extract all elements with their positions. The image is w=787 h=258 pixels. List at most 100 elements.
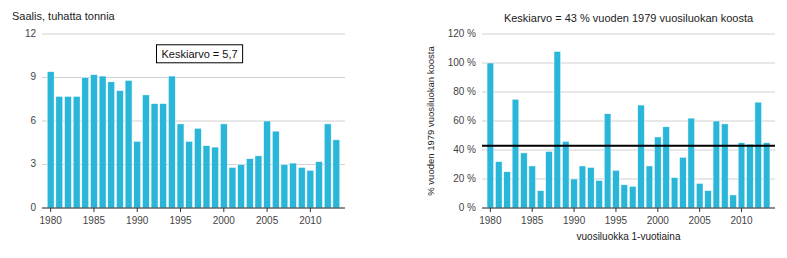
x-axis-line	[42, 208, 345, 209]
x-tick-label: 1990	[126, 215, 149, 226]
bar	[307, 170, 314, 208]
bar	[554, 51, 561, 208]
y-tick-label: 80 %	[453, 86, 476, 97]
x-tick-label: 2000	[647, 215, 670, 226]
annotation-text: Keskiarvo = 5,7	[161, 48, 237, 60]
bar	[194, 128, 201, 208]
chart-panel: 0369121980198519901995200020052010Saalis…	[12, 10, 345, 226]
bar	[654, 137, 661, 208]
bar	[56, 96, 63, 208]
y-tick-label: 60 %	[453, 115, 476, 126]
x-tick	[267, 208, 268, 212]
bar	[562, 141, 569, 208]
x-tick	[574, 208, 575, 212]
bar	[220, 124, 227, 208]
bar	[738, 143, 745, 208]
y-tick-label: 0	[30, 202, 36, 213]
bar	[90, 75, 97, 208]
bar	[160, 104, 167, 208]
x-tick	[93, 208, 94, 212]
bar	[65, 96, 72, 208]
background	[0, 0, 787, 258]
bar	[272, 131, 279, 208]
x-tick-label: 2000	[213, 215, 236, 226]
bar	[721, 124, 728, 208]
bar	[82, 78, 89, 209]
bar	[73, 96, 80, 208]
x-tick-label: 1995	[605, 215, 628, 226]
chart-title: Keskiarvo = 43 % vuoden 1979 vuosiluokan…	[504, 12, 754, 24]
bar	[246, 159, 253, 208]
y-tick-label: 120 %	[448, 28, 476, 39]
grid-line	[482, 208, 775, 209]
x-tick-label: 2010	[730, 215, 753, 226]
bar	[212, 147, 219, 208]
bar	[629, 186, 636, 208]
bar	[713, 121, 720, 208]
x-tick	[490, 208, 491, 212]
bar	[587, 167, 594, 208]
grid-line	[482, 121, 775, 122]
bar	[333, 140, 340, 208]
y-tick-label: 20 %	[453, 173, 476, 184]
bar	[125, 80, 132, 208]
y-axis-label: % vuoden 1979 vuosiluokan koosta	[425, 46, 436, 196]
x-tick	[223, 208, 224, 212]
bar	[495, 162, 502, 208]
y-tick-label: 0 %	[459, 202, 476, 213]
bar	[316, 162, 323, 208]
bar	[763, 143, 770, 208]
bar	[177, 124, 184, 208]
x-tick-label: 2005	[689, 215, 712, 226]
bar	[663, 127, 670, 208]
bar	[255, 156, 262, 208]
x-tick-label: 1995	[169, 215, 192, 226]
plot-area	[47, 72, 340, 208]
x-tick	[741, 208, 742, 212]
bar	[537, 191, 544, 208]
chart-canvas: 0369121980198519901995200020052010Saalis…	[0, 0, 787, 258]
bar	[116, 91, 123, 208]
bar	[99, 76, 106, 208]
bar	[546, 151, 553, 208]
bar	[571, 179, 578, 208]
bar	[186, 141, 193, 208]
x-axis-label: vuosiluokka 1-vuotiaina	[577, 231, 681, 242]
x-tick-label: 1980	[479, 215, 502, 226]
x-tick	[532, 208, 533, 212]
bar	[151, 104, 158, 208]
bar	[638, 105, 645, 208]
x-tick-label: 1990	[563, 215, 586, 226]
bar	[705, 191, 712, 208]
x-tick-label: 2005	[256, 215, 279, 226]
x-tick	[615, 208, 616, 212]
y-tick-label: 40 %	[453, 144, 476, 155]
bar	[579, 166, 586, 208]
x-axis-line	[482, 208, 775, 209]
bar	[521, 153, 528, 208]
bar	[529, 166, 536, 208]
chart-panel: 0 %20 %40 %60 %80 %100 %120 %19801985199…	[425, 12, 775, 242]
bar	[168, 76, 175, 208]
bar	[290, 163, 297, 208]
grid-line	[42, 208, 345, 209]
y-tick-label: 9	[30, 71, 36, 82]
bar	[747, 144, 754, 208]
y-axis-label: Saalis, tuhatta tonnia	[12, 10, 116, 22]
bar	[487, 63, 494, 208]
annotation-box	[156, 45, 242, 63]
bar	[298, 167, 305, 208]
x-tick	[699, 208, 700, 212]
bar	[47, 72, 54, 208]
bar	[504, 172, 511, 208]
bar	[621, 185, 628, 208]
y-tick-label: 6	[30, 115, 36, 126]
bar	[238, 165, 245, 209]
bar	[512, 99, 519, 208]
bar	[203, 146, 210, 208]
y-tick-label: 100 %	[448, 57, 476, 68]
bar	[604, 114, 611, 208]
grid-line	[482, 92, 775, 93]
y-tick-label: 3	[30, 158, 36, 169]
bar	[134, 141, 141, 208]
